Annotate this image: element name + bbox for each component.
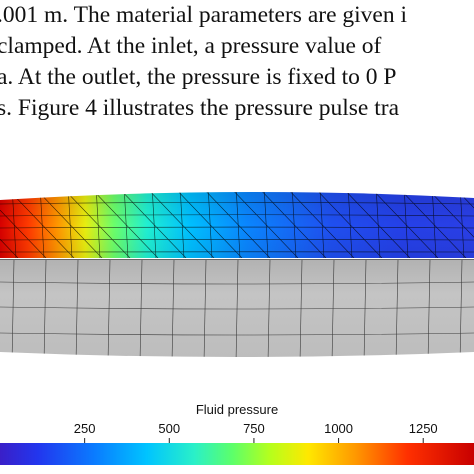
fluid-domain <box>0 191 474 258</box>
color-bar-tick-label: 250 <box>73 421 96 436</box>
color-bar-tick-label: 1000 <box>324 421 354 436</box>
color-bar-tick-label: 500 <box>158 421 181 436</box>
color-bar-title: Fluid pressure <box>195 402 279 417</box>
solid-mesh-lines <box>0 260 474 357</box>
color-bar-tick-label: 750 <box>243 421 265 436</box>
text-line-4: s. Figure 4 illustrates the pressure pul… <box>0 95 400 121</box>
color-bar <box>0 438 474 465</box>
color-bar-ticks <box>84 438 424 443</box>
solid-domain <box>0 259 474 357</box>
color-bar-tick-label: 1250 <box>408 421 438 436</box>
text-line-3: a. At the outlet, the pressure is fixed … <box>0 64 397 90</box>
fluid-mesh-lines <box>0 191 474 258</box>
text-line-1: .001 m. The material parameters are give… <box>0 2 407 28</box>
paper-text-block: .001 m. The material parameters are give… <box>0 0 474 124</box>
text-line-2: clamped. At the inlet, a pressure value … <box>0 33 382 59</box>
color-bar-gradient <box>0 443 474 465</box>
